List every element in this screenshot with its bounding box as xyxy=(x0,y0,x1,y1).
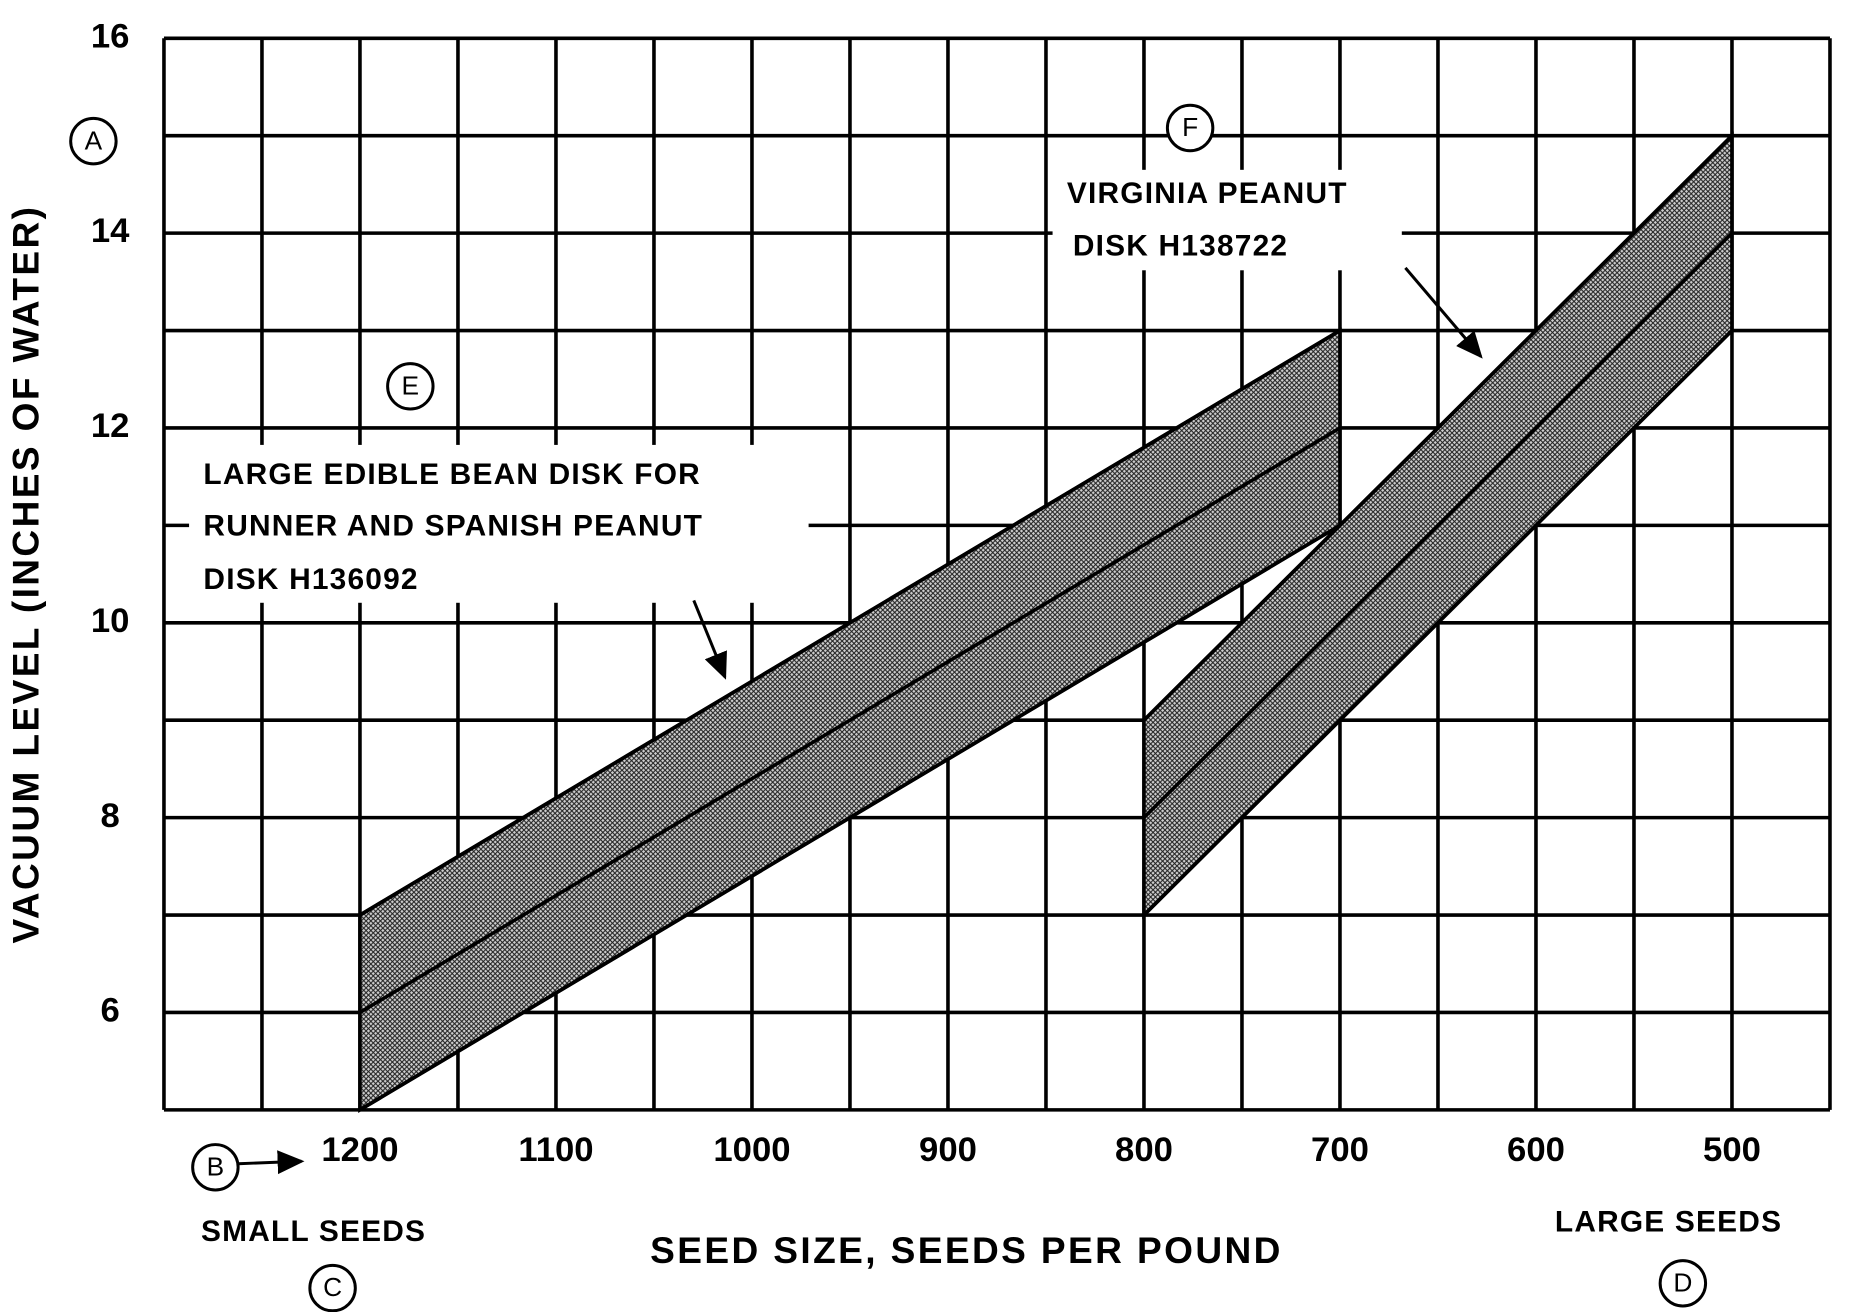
x-tick-label: 500 xyxy=(1703,1131,1761,1169)
band-line xyxy=(359,426,1341,1014)
marker-label: E xyxy=(402,370,420,400)
marker-circle: D xyxy=(1658,1259,1708,1308)
marker-label: A xyxy=(85,125,103,155)
marker-circle: E xyxy=(386,362,435,411)
marker-arrow xyxy=(238,1150,305,1175)
x-tick-label: 800 xyxy=(1115,1131,1173,1169)
y-axis-title: VACUUM LEVEL (INCHES OF WATER) xyxy=(5,205,47,944)
y-tick-label: 16 xyxy=(91,17,130,55)
annotation-arrow xyxy=(692,599,727,680)
marker-circle: F xyxy=(1165,103,1215,153)
marker-label: B xyxy=(207,1151,225,1181)
x-tick-label: 1200 xyxy=(321,1131,398,1169)
x-tick-label: 900 xyxy=(919,1131,977,1169)
marker-label: D xyxy=(1673,1267,1692,1297)
x-note: LARGE SEEDS xyxy=(1555,1205,1782,1238)
annotation-arrow xyxy=(1404,266,1483,359)
x-tick-label: 700 xyxy=(1311,1131,1369,1169)
band-line xyxy=(1142,134,1734,722)
band-line xyxy=(1142,231,1734,819)
annotation-line: RUNNER AND SPANISH PEANUT xyxy=(203,509,703,542)
x-tick-label: 1000 xyxy=(713,1131,790,1169)
y-tick-label: 10 xyxy=(91,602,130,640)
annotation-box xyxy=(1052,169,1402,271)
marker-circle: B xyxy=(191,1143,240,1192)
annotation-box xyxy=(189,444,809,603)
band-line xyxy=(1142,329,1734,917)
y-tick-label: 6 xyxy=(100,992,119,1030)
annotation-line: DISK H136092 xyxy=(203,563,418,596)
annotation-line: VIRGINIA PEANUT xyxy=(1067,177,1348,210)
y-tick-label: 14 xyxy=(91,212,130,250)
y-tick-label: 8 xyxy=(100,797,119,835)
x-tick-label: 1100 xyxy=(518,1131,593,1169)
marker-circle: A xyxy=(69,116,118,166)
x-tick-label: 600 xyxy=(1507,1131,1565,1169)
marker-label: C xyxy=(323,1272,342,1302)
y-tick-label: 12 xyxy=(91,407,130,445)
x-note: SMALL SEEDS xyxy=(201,1215,426,1248)
band-line xyxy=(359,328,1341,917)
marker-label: F xyxy=(1182,112,1198,142)
annotation-line: LARGE EDIBLE BEAN DISK FOR xyxy=(203,458,701,491)
band-line xyxy=(359,523,1341,1112)
x-axis-title: SEED SIZE, SEEDS PER POUND xyxy=(650,1229,1283,1271)
annotation-line: DISK H138722 xyxy=(1073,229,1288,262)
marker-circle: C xyxy=(308,1263,357,1312)
